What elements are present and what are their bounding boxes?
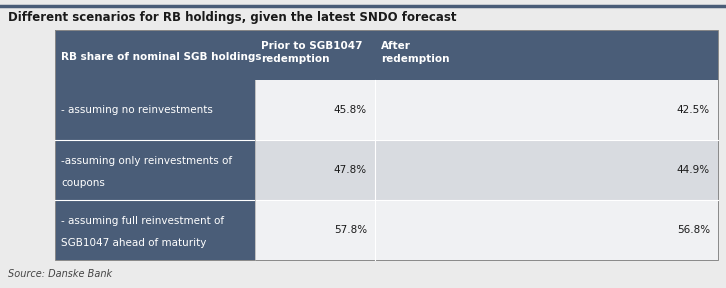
Text: coupons: coupons (61, 178, 105, 188)
FancyBboxPatch shape (55, 80, 255, 140)
Text: RB share of nominal SGB holdings: RB share of nominal SGB holdings (61, 52, 261, 62)
Text: -assuming only reinvestments of: -assuming only reinvestments of (61, 156, 232, 166)
FancyBboxPatch shape (255, 200, 375, 260)
FancyBboxPatch shape (255, 140, 375, 200)
FancyBboxPatch shape (0, 30, 55, 260)
Text: After
redemption: After redemption (381, 41, 449, 64)
Text: 44.9%: 44.9% (677, 165, 710, 175)
Text: - assuming full reinvestment of: - assuming full reinvestment of (61, 216, 224, 226)
Text: - assuming no reinvestments: - assuming no reinvestments (61, 105, 213, 115)
Text: 56.8%: 56.8% (677, 225, 710, 235)
Text: 57.8%: 57.8% (334, 225, 367, 235)
Text: 45.8%: 45.8% (334, 105, 367, 115)
Text: 47.8%: 47.8% (334, 165, 367, 175)
FancyBboxPatch shape (55, 30, 718, 80)
Text: Source: Danske Bank: Source: Danske Bank (8, 269, 112, 279)
FancyBboxPatch shape (375, 200, 718, 260)
FancyBboxPatch shape (375, 80, 718, 140)
FancyBboxPatch shape (55, 140, 255, 200)
FancyBboxPatch shape (55, 200, 255, 260)
Text: Different scenarios for RB holdings, given the latest SNDO forecast: Different scenarios for RB holdings, giv… (8, 12, 457, 24)
Text: Prior to SGB1047
redemption: Prior to SGB1047 redemption (261, 41, 362, 64)
Text: SGB1047 ahead of maturity: SGB1047 ahead of maturity (61, 238, 206, 248)
Text: 42.5%: 42.5% (677, 105, 710, 115)
FancyBboxPatch shape (375, 140, 718, 200)
FancyBboxPatch shape (255, 80, 375, 140)
